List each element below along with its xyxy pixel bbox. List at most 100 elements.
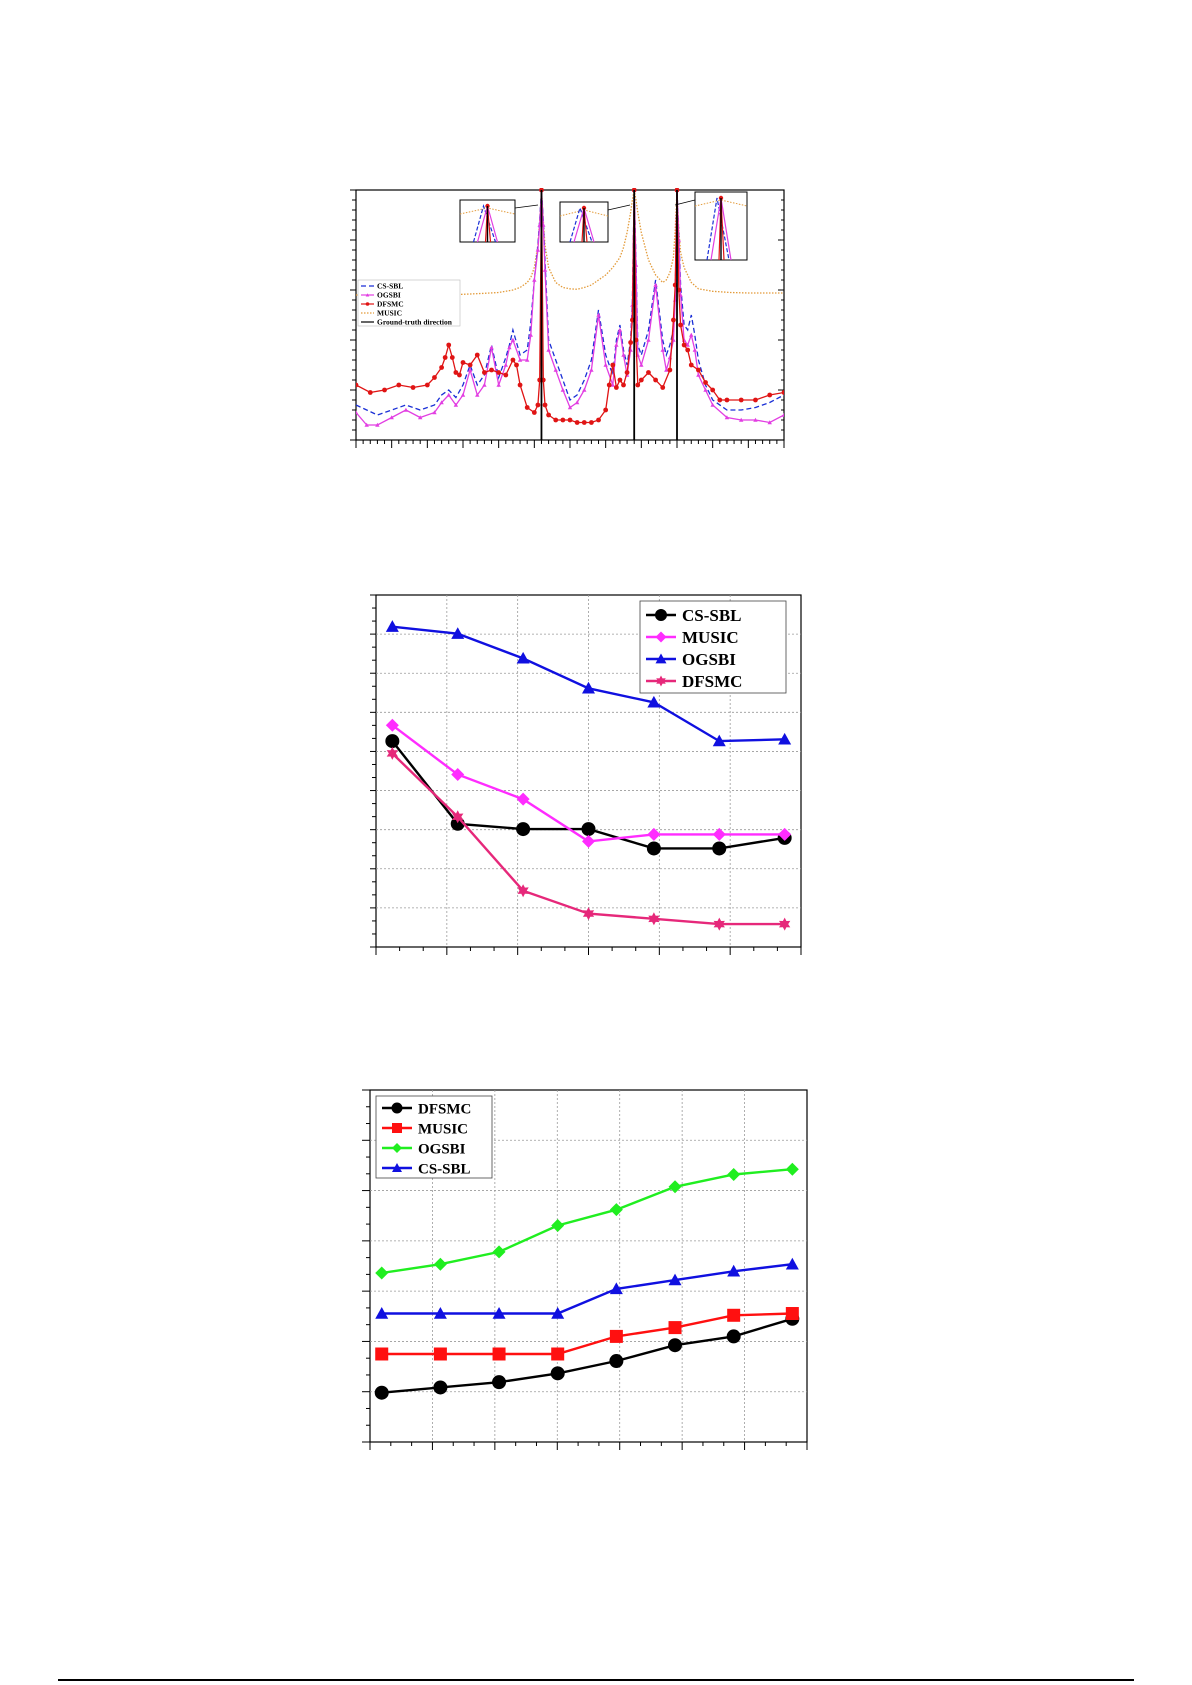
data-point-ogsbi [403, 407, 409, 412]
data-point-dfsmc [696, 367, 701, 373]
data-point-ogsbi [439, 400, 444, 405]
legend-marker [392, 1123, 402, 1133]
series-line-cs-sbl [356, 189, 784, 416]
data-point-ogsbi [660, 347, 665, 352]
data-point-dfsmc [582, 907, 595, 921]
data-point-cs-sbl [375, 1307, 389, 1319]
data-point-dfsmc [452, 810, 464, 824]
data-point-dfsmc [424, 382, 430, 388]
data-point-ogsbi [589, 367, 594, 372]
data-point-dfsmc [474, 352, 480, 358]
data-point-dfsmc [628, 340, 634, 345]
data-point-dfsmc [724, 397, 730, 403]
chart-probability: DFSMC MUSIC OGSBI CS-SBL [362, 1089, 808, 1450]
data-point-ogsbi [432, 410, 437, 415]
data-point-music [582, 834, 595, 848]
data-point-ogsbi [724, 415, 730, 420]
data-point-music [727, 1308, 741, 1322]
page-bottom-rule [58, 1679, 1134, 1681]
data-point-cs-sbl [516, 822, 531, 837]
data-point-ogsbi [553, 367, 558, 372]
legend-marker [655, 609, 667, 621]
chart-rmse: CS-SBL MUSIC OGSBI DFSMC [368, 594, 802, 955]
data-point-dfsmc [550, 1366, 565, 1381]
data-point-dfsmc [453, 370, 459, 375]
data-point-music [492, 1347, 506, 1361]
data-point-ogsbi [551, 1219, 565, 1233]
data-point-dfsmc [603, 407, 609, 413]
data-point-ogsbi [453, 402, 459, 407]
data-point-dfsmc [546, 412, 551, 418]
data-point-dfsmc [660, 385, 666, 390]
data-point-dfsmc [457, 372, 462, 378]
data-point-dfsmc [738, 397, 744, 403]
data-point-music [647, 827, 661, 841]
data-point-music [551, 1347, 565, 1361]
data-point-music [712, 827, 726, 841]
legend: CS-SBL MUSIC OGSBI DFSMC [639, 600, 787, 694]
data-point-ogsbi [418, 415, 423, 420]
data-point-dfsmc [668, 1338, 683, 1353]
data-point-dfsmc [617, 377, 623, 383]
data-point-cs-sbl [385, 734, 400, 749]
data-point-ogsbi [385, 620, 399, 632]
data-point-ogsbi [596, 312, 601, 317]
data-point-dfsmc [503, 372, 509, 378]
data-point-ogsbi [375, 422, 380, 427]
figure-spectrum: CS-SBL OGSBI DFSMC MUSIC Ground-truth direct… [348, 185, 790, 470]
data-point-ogsbi [767, 420, 772, 425]
data-point-dfsmc [581, 420, 587, 425]
data-point-dfsmc [496, 370, 502, 375]
data-point-ogsbi [703, 387, 708, 392]
legend-marker [392, 1143, 402, 1153]
data-point-ogsbi [375, 1266, 389, 1280]
data-point-music [516, 792, 530, 806]
legend-marker [655, 653, 667, 664]
data-point-dfsmc [517, 382, 523, 388]
data-point-dfsmc [446, 342, 452, 348]
data-point-ogsbi [639, 362, 644, 367]
data-point-dfsmc [713, 917, 725, 931]
data-point-dfsmc [482, 370, 487, 375]
data-point-dfsmc [726, 1329, 741, 1344]
data-point-dfsmc [386, 746, 398, 760]
data-point-ogsbi [617, 327, 623, 332]
legend-label: DFSMC [418, 1101, 471, 1117]
legend-label: MUSIC [418, 1121, 468, 1137]
data-point-ogsbi [692, 347, 698, 352]
data-point-dfsmc [638, 377, 644, 383]
data-point-dfsmc [433, 1380, 448, 1395]
data-point-cs-sbl [646, 841, 661, 856]
data-point-ogsbi [496, 382, 501, 387]
data-point-ogsbi [467, 367, 473, 372]
legend-marker [391, 1102, 403, 1114]
data-point-dfsmc [449, 355, 455, 360]
data-point-ogsbi [542, 267, 548, 272]
data-point-ogsbi [389, 415, 394, 420]
data-point-dfsmc [442, 355, 448, 360]
data-point-dfsmc [553, 417, 559, 423]
data-point-cs-sbl [668, 1273, 682, 1286]
data-point-dfsmc [610, 362, 616, 368]
data-point-music [385, 718, 399, 732]
data-point-ogsbi [433, 1257, 447, 1271]
data-point-dfsmc [492, 1375, 507, 1390]
data-point-dfsmc [524, 405, 530, 410]
series-line-ogsbi [381, 1168, 793, 1275]
data-point-dfsmc [374, 1385, 389, 1400]
data-point-cs-sbl [433, 1307, 447, 1319]
data-point-dfsmc [410, 385, 416, 390]
data-point-dfsmc [467, 362, 473, 368]
series-line-dfsmc [381, 1317, 793, 1394]
data-point-ogsbi [567, 405, 573, 410]
data-point-ogsbi [525, 357, 530, 362]
data-point-dfsmc [624, 370, 630, 375]
data-point-cs-sbl [727, 1264, 741, 1277]
data-point-dfsmc [667, 367, 673, 373]
data-point-dfsmc [560, 417, 566, 423]
data-point-ogsbi [710, 402, 715, 407]
data-point-ogsbi [574, 400, 580, 405]
data-point-ogsbi [614, 342, 619, 347]
data-point-ogsbi [696, 372, 701, 377]
data-point-ogsbi [689, 332, 694, 337]
